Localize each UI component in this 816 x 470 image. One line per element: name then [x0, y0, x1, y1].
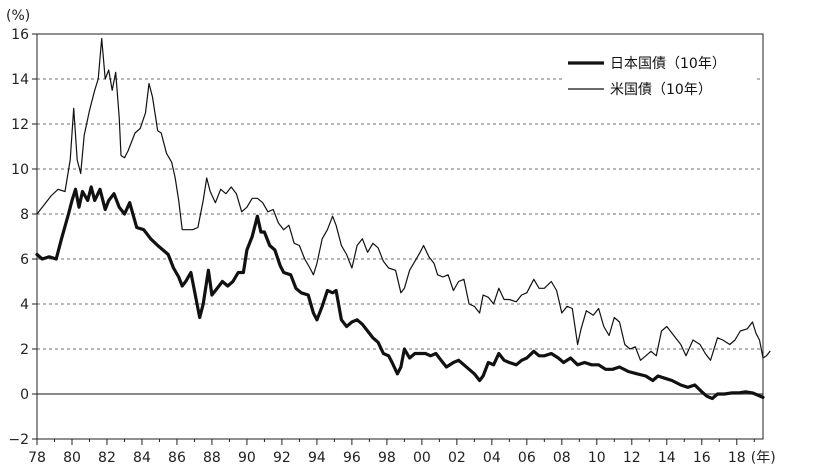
x-tick-label: 12	[623, 450, 641, 466]
x-tick-label: 94	[308, 450, 326, 466]
series-lines	[35, 37, 771, 401]
x-tick-label: 08	[553, 450, 571, 466]
x-tick-label: 80	[63, 450, 81, 466]
x-tick-label: 90	[238, 450, 256, 466]
series-line-jgb	[35, 185, 765, 401]
y-tick-label: 6	[20, 252, 29, 268]
y-tick-label: 12	[11, 117, 29, 133]
x-tick-label: 98	[378, 450, 396, 466]
y-tick-label: 8	[20, 207, 29, 223]
x-tick-label: 18	[728, 450, 746, 466]
y-unit-label: (%)	[6, 8, 30, 24]
x-tick-label: 92	[273, 450, 291, 466]
plot-frame	[36, 33, 764, 440]
x-tick-label: 84	[133, 450, 151, 466]
series-line-ust	[36, 37, 771, 361]
legend: 日本国債（10年） 米国債（10年）	[564, 51, 754, 99]
y-tick-label: 0	[20, 387, 29, 403]
legend-label: 米国債（10年）	[610, 82, 712, 98]
x-tick-label: 14	[658, 450, 676, 466]
y-tick-label: 2	[20, 342, 29, 358]
y-tick-label: 10	[11, 162, 29, 178]
x-tick-label: 06	[518, 450, 536, 466]
x-tick-label: 00	[413, 450, 431, 466]
legend-label: 日本国債（10年）	[610, 56, 726, 72]
x-tick-label: 04	[483, 450, 501, 466]
y-tick-label: 14	[11, 72, 29, 88]
y-tick-label: −2	[8, 432, 29, 448]
x-unit-label: (年)	[751, 450, 776, 466]
x-tick-label: 02	[448, 450, 466, 466]
x-tick-label: 16	[693, 450, 711, 466]
x-tick-label: 10	[588, 450, 606, 466]
legend-item-bg	[564, 51, 754, 73]
legend-item-bg	[564, 77, 754, 99]
x-tick-label: 88	[203, 450, 221, 466]
x-tick-label: 96	[343, 450, 361, 466]
grid-lines	[37, 78, 763, 395]
x-tick-label: 86	[168, 450, 186, 466]
x-tick-label: 82	[98, 450, 116, 466]
y-tick-label: 16	[11, 27, 29, 43]
x-tick-label: 78	[28, 450, 46, 466]
y-tick-label: 4	[20, 297, 29, 313]
